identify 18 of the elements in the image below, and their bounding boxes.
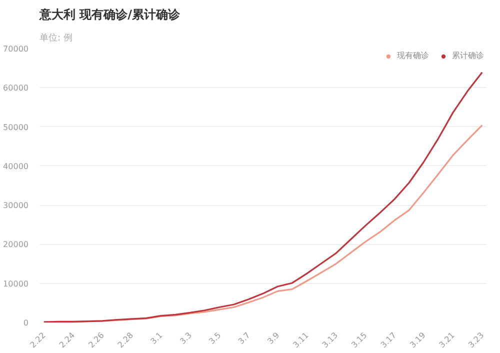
- y-tick-label: 20000: [3, 240, 29, 250]
- x-tick-label: 3.7: [236, 330, 252, 346]
- legend-label: 现有确诊: [397, 50, 429, 61]
- x-tick-label: 3.5: [207, 330, 223, 346]
- x-tick-label: 3.9: [266, 330, 282, 346]
- chart-title: 意大利 现有确诊/累计确诊: [38, 8, 182, 22]
- y-tick-label: 0: [23, 318, 29, 328]
- y-tick-label: 50000: [3, 122, 29, 132]
- y-tick-label: 70000: [3, 44, 29, 54]
- x-tick-label: 3.1: [148, 330, 164, 346]
- y-tick-label: 40000: [3, 162, 29, 171]
- legend-label: 累计确诊: [452, 50, 484, 61]
- y-tick-label: 30000: [3, 201, 29, 210]
- y-tick-label: 60000: [3, 84, 29, 93]
- line-series: [43, 72, 483, 322]
- chart-subtitle: 单位: 例: [40, 32, 72, 44]
- y-tick-label: 10000: [3, 279, 29, 288]
- x-tick-label: 3.3: [178, 330, 194, 346]
